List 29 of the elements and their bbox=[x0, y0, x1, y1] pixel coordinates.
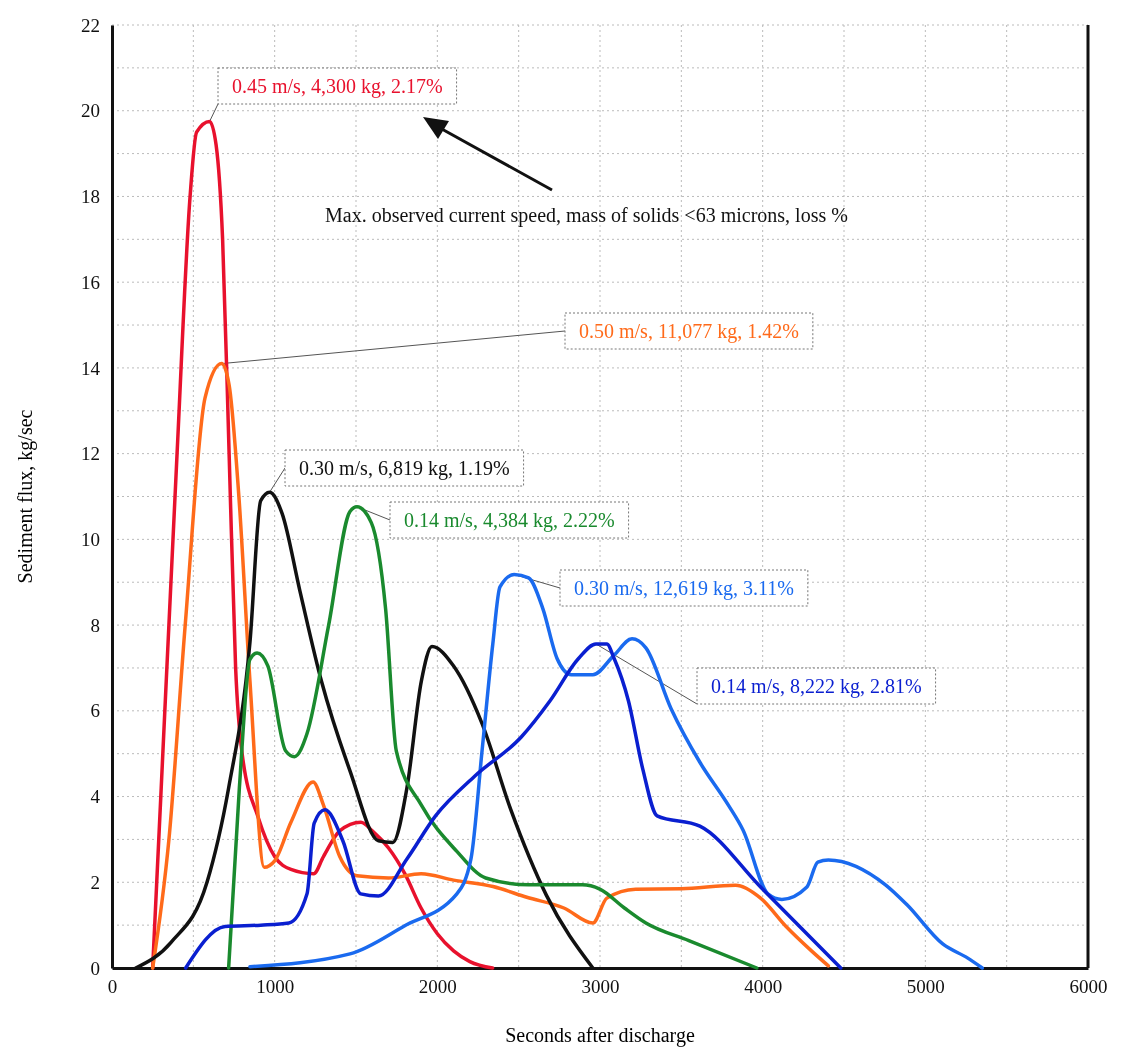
y-tick-label: 20 bbox=[81, 100, 100, 122]
x-axis-title: Seconds after discharge bbox=[505, 1024, 695, 1047]
series-label: 0.30 m/s, 6,819 kg, 1.19% bbox=[299, 457, 510, 480]
series-label: 0.45 m/s, 4,300 kg, 2.17% bbox=[232, 75, 443, 98]
x-tick-label: 5000 bbox=[906, 976, 945, 998]
y-tick-label: 14 bbox=[81, 357, 101, 379]
y-tick-label: 0 bbox=[90, 957, 100, 979]
line-series bbox=[248, 572, 985, 970]
text: 0.14 m/s, 8,222 kg, 2.81% bbox=[711, 675, 922, 698]
x-tick-label: 2000 bbox=[418, 976, 457, 998]
y-tick-label: 16 bbox=[81, 271, 100, 293]
x-tick-label: 4000 bbox=[744, 976, 783, 998]
x-tick-label: 0 bbox=[107, 976, 118, 998]
series-label: 0.14 m/s, 4,384 kg, 2.22% bbox=[404, 509, 615, 532]
y-tick-label: 2 bbox=[90, 871, 100, 893]
y-tick-label: 12 bbox=[81, 443, 100, 465]
y-tick-label: 22 bbox=[81, 14, 100, 36]
y-axis-title: Sediment flux, kg/sec bbox=[14, 409, 37, 584]
series-label: 0.30 m/s, 12,619 kg, 3.11% bbox=[574, 577, 794, 600]
y-tick-label: 18 bbox=[81, 186, 100, 208]
x-tick-label: 3000 bbox=[581, 976, 620, 998]
x-tick-label: 6000 bbox=[1069, 976, 1108, 998]
text: 0.50 m/s, 11,077 kg, 1.42% bbox=[579, 320, 799, 343]
y-tick-label: 6 bbox=[90, 700, 100, 722]
annotation: Max. observed current speed, mass of solids <63 microns, loss % bbox=[325, 204, 848, 227]
x-tick-label: 1000 bbox=[256, 976, 295, 998]
y-tick-label: 10 bbox=[81, 528, 100, 550]
y-tick-label: 4 bbox=[90, 786, 101, 808]
y-tick-label: 8 bbox=[90, 614, 100, 636]
